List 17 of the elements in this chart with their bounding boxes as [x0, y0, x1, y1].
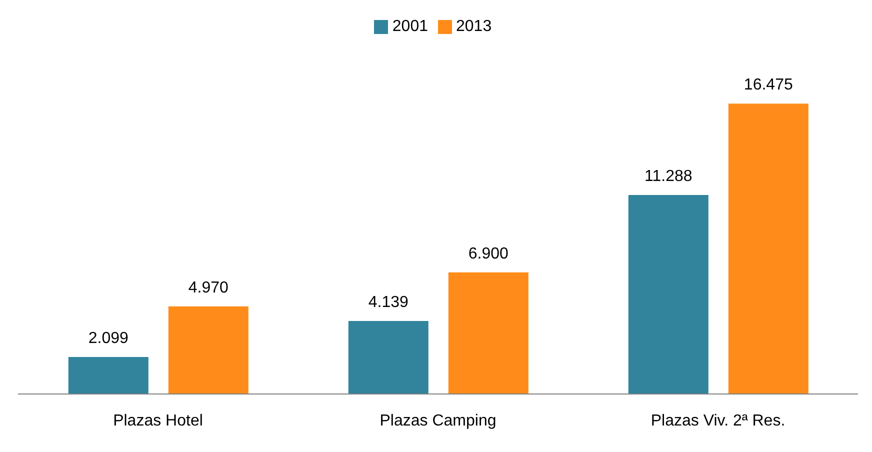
- bar: [448, 272, 528, 394]
- data-label: 6.900: [468, 245, 509, 262]
- x-tick-label: Plazas Hotel: [113, 412, 203, 430]
- data-label: 4.139: [368, 294, 409, 312]
- bar: [168, 306, 248, 394]
- bar: [348, 321, 428, 394]
- legend-label: 2013: [456, 18, 492, 35]
- bar: [728, 104, 808, 394]
- bar: [628, 195, 708, 394]
- x-tick-label: Plazas Viv. 2ª Res.: [650, 412, 786, 430]
- bar: [68, 357, 148, 394]
- data-label: 16.475: [744, 76, 793, 94]
- data-label: 4.970: [188, 279, 229, 296]
- data-label: 2.099: [88, 330, 129, 347]
- legend-label: 2001: [392, 18, 428, 35]
- data-label: 11.288: [644, 168, 692, 186]
- x-tick-label: Plazas Camping: [380, 412, 496, 430]
